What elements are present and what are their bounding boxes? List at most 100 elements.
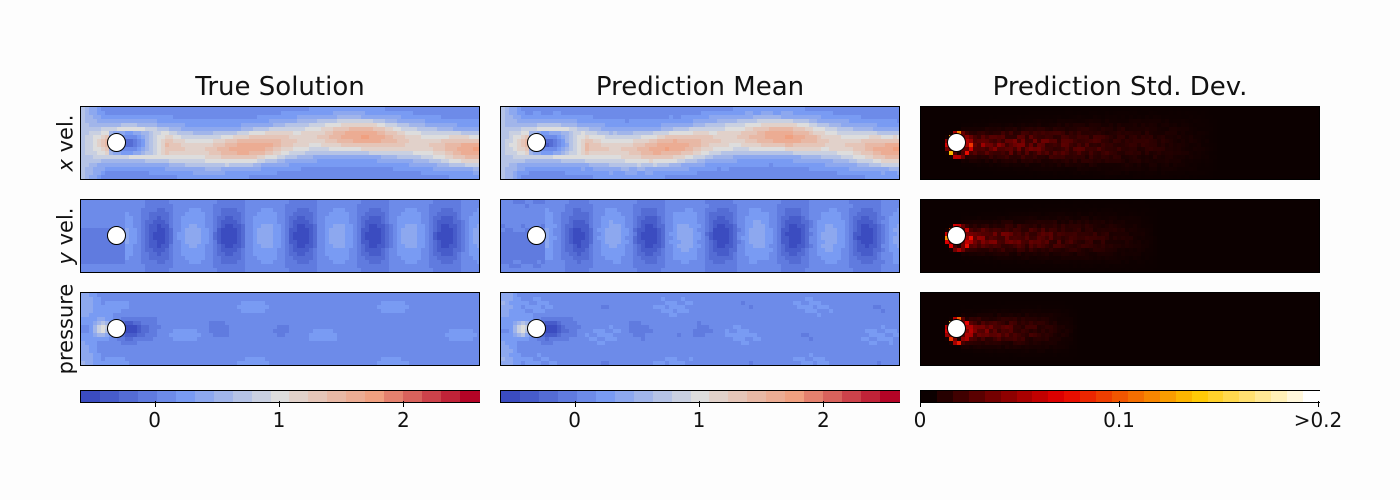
colorbar-band — [460, 391, 480, 402]
colorbar-band — [1271, 391, 1288, 402]
colorbar-band — [501, 391, 521, 402]
colorbar-tick — [1119, 401, 1120, 407]
colorbar-tick-label: 2 — [397, 408, 410, 432]
colorbar-band — [709, 391, 730, 402]
cylinder-obstacle — [947, 319, 966, 338]
colorbar-band — [747, 391, 767, 402]
cylinder-obstacle — [107, 226, 126, 245]
panel-std-x-velocity — [920, 106, 1320, 180]
colorbar-band — [538, 391, 559, 402]
colorbar-band — [289, 391, 310, 402]
colorbar-band — [1032, 391, 1049, 402]
colorbar-tick-label: 1 — [272, 408, 286, 432]
panel-true-y-velocity — [80, 199, 480, 273]
colorbar-tick-label: 0.1 — [1103, 408, 1135, 432]
colorbar-band — [921, 391, 938, 402]
colorbar-band — [422, 391, 442, 402]
panel-true-x-velocity — [80, 106, 480, 180]
colorbar-band — [327, 391, 347, 402]
colorbar-band — [633, 391, 654, 402]
cylinder-obstacle — [947, 226, 966, 245]
panel-true-pressure — [80, 292, 480, 366]
colorbar-band — [441, 391, 461, 402]
colorbar-band — [880, 391, 900, 402]
colorbar-true-solution — [80, 390, 480, 403]
colorbar-band — [99, 391, 120, 402]
colorbar-band — [346, 391, 366, 402]
colorbar-band — [384, 391, 404, 402]
colorbar-band — [1159, 391, 1177, 402]
colorbar-band — [118, 391, 139, 402]
cylinder-obstacle — [107, 319, 126, 338]
colorbar-band — [213, 391, 234, 402]
colorbar-band — [1287, 391, 1304, 402]
colorbar-band — [232, 391, 253, 402]
colorbar-band — [403, 391, 423, 402]
panel-mean-y-velocity — [500, 199, 900, 273]
colorbar-band — [952, 391, 970, 402]
colorbar-band — [652, 391, 673, 402]
title-true-solution: True Solution — [195, 72, 365, 102]
colorbar-band — [968, 391, 986, 402]
colorbar-band — [137, 391, 158, 402]
colorbar-band — [251, 391, 272, 402]
colorbar-tick — [279, 401, 280, 407]
colorbar-std-dev — [920, 390, 1320, 403]
colorbar-tick-label: >0.2 — [1293, 408, 1343, 432]
colorbar-band — [1064, 391, 1081, 402]
title-prediction-std: Prediction Std. Dev. — [992, 72, 1248, 102]
colorbar-band — [823, 391, 843, 402]
colorbar-band — [308, 391, 328, 402]
colorbar-tick — [699, 401, 700, 407]
panel-std-pressure — [920, 292, 1320, 366]
colorbar-band — [1112, 391, 1129, 402]
panel-mean-pressure — [500, 292, 900, 366]
colorbar-band — [81, 391, 101, 402]
colorbar-band — [785, 391, 805, 402]
colorbar-tick-label: 0 — [148, 408, 161, 432]
title-prediction-mean: Prediction Mean — [595, 72, 805, 102]
colorbar-tick-label: 1 — [692, 408, 706, 432]
colorbar-band — [270, 391, 291, 402]
colorbar-band — [671, 391, 692, 402]
colorbar-band — [595, 391, 616, 402]
colorbar-band — [1207, 391, 1225, 402]
panel-mean-x-velocity — [500, 106, 900, 180]
colorbar-band — [614, 391, 635, 402]
colorbar-band — [1016, 391, 1034, 402]
cylinder-obstacle — [527, 133, 546, 152]
colorbar-band — [557, 391, 578, 402]
colorbar-band — [194, 391, 215, 402]
colorbar-band — [1048, 391, 1065, 402]
colorbar-band — [175, 391, 196, 402]
colorbar-tick — [403, 401, 405, 407]
colorbar-band — [861, 391, 881, 402]
cylinder-obstacle — [947, 133, 966, 152]
colorbar-tick — [823, 401, 825, 407]
colorbar-band — [690, 391, 711, 402]
colorbar-tick-label: 2 — [817, 408, 830, 432]
cylinder-obstacle — [527, 319, 546, 338]
colorbar-band — [576, 391, 597, 402]
colorbar-band — [1255, 391, 1272, 402]
colorbar-tick — [1318, 401, 1319, 407]
colorbar-tick-label: 0 — [568, 408, 581, 432]
colorbar-band — [1096, 391, 1113, 402]
colorbar-band — [804, 391, 824, 402]
colorbar-band — [1143, 391, 1161, 402]
colorbar-prediction-mean — [500, 390, 900, 403]
colorbar-band — [984, 391, 1002, 402]
colorbar-tick — [574, 401, 576, 407]
colorbar-band — [842, 391, 862, 402]
colorbar-band — [1175, 391, 1193, 402]
colorbar-band — [766, 391, 786, 402]
colorbar-band — [1223, 391, 1240, 402]
colorbar-band — [156, 391, 177, 402]
colorbar-tick — [154, 401, 156, 407]
colorbar-tick-label: 0 — [913, 408, 927, 432]
cylinder-obstacle — [107, 133, 126, 152]
colorbar-band — [1239, 391, 1256, 402]
panel-std-y-velocity — [920, 199, 1320, 273]
colorbar-tick — [920, 401, 921, 407]
